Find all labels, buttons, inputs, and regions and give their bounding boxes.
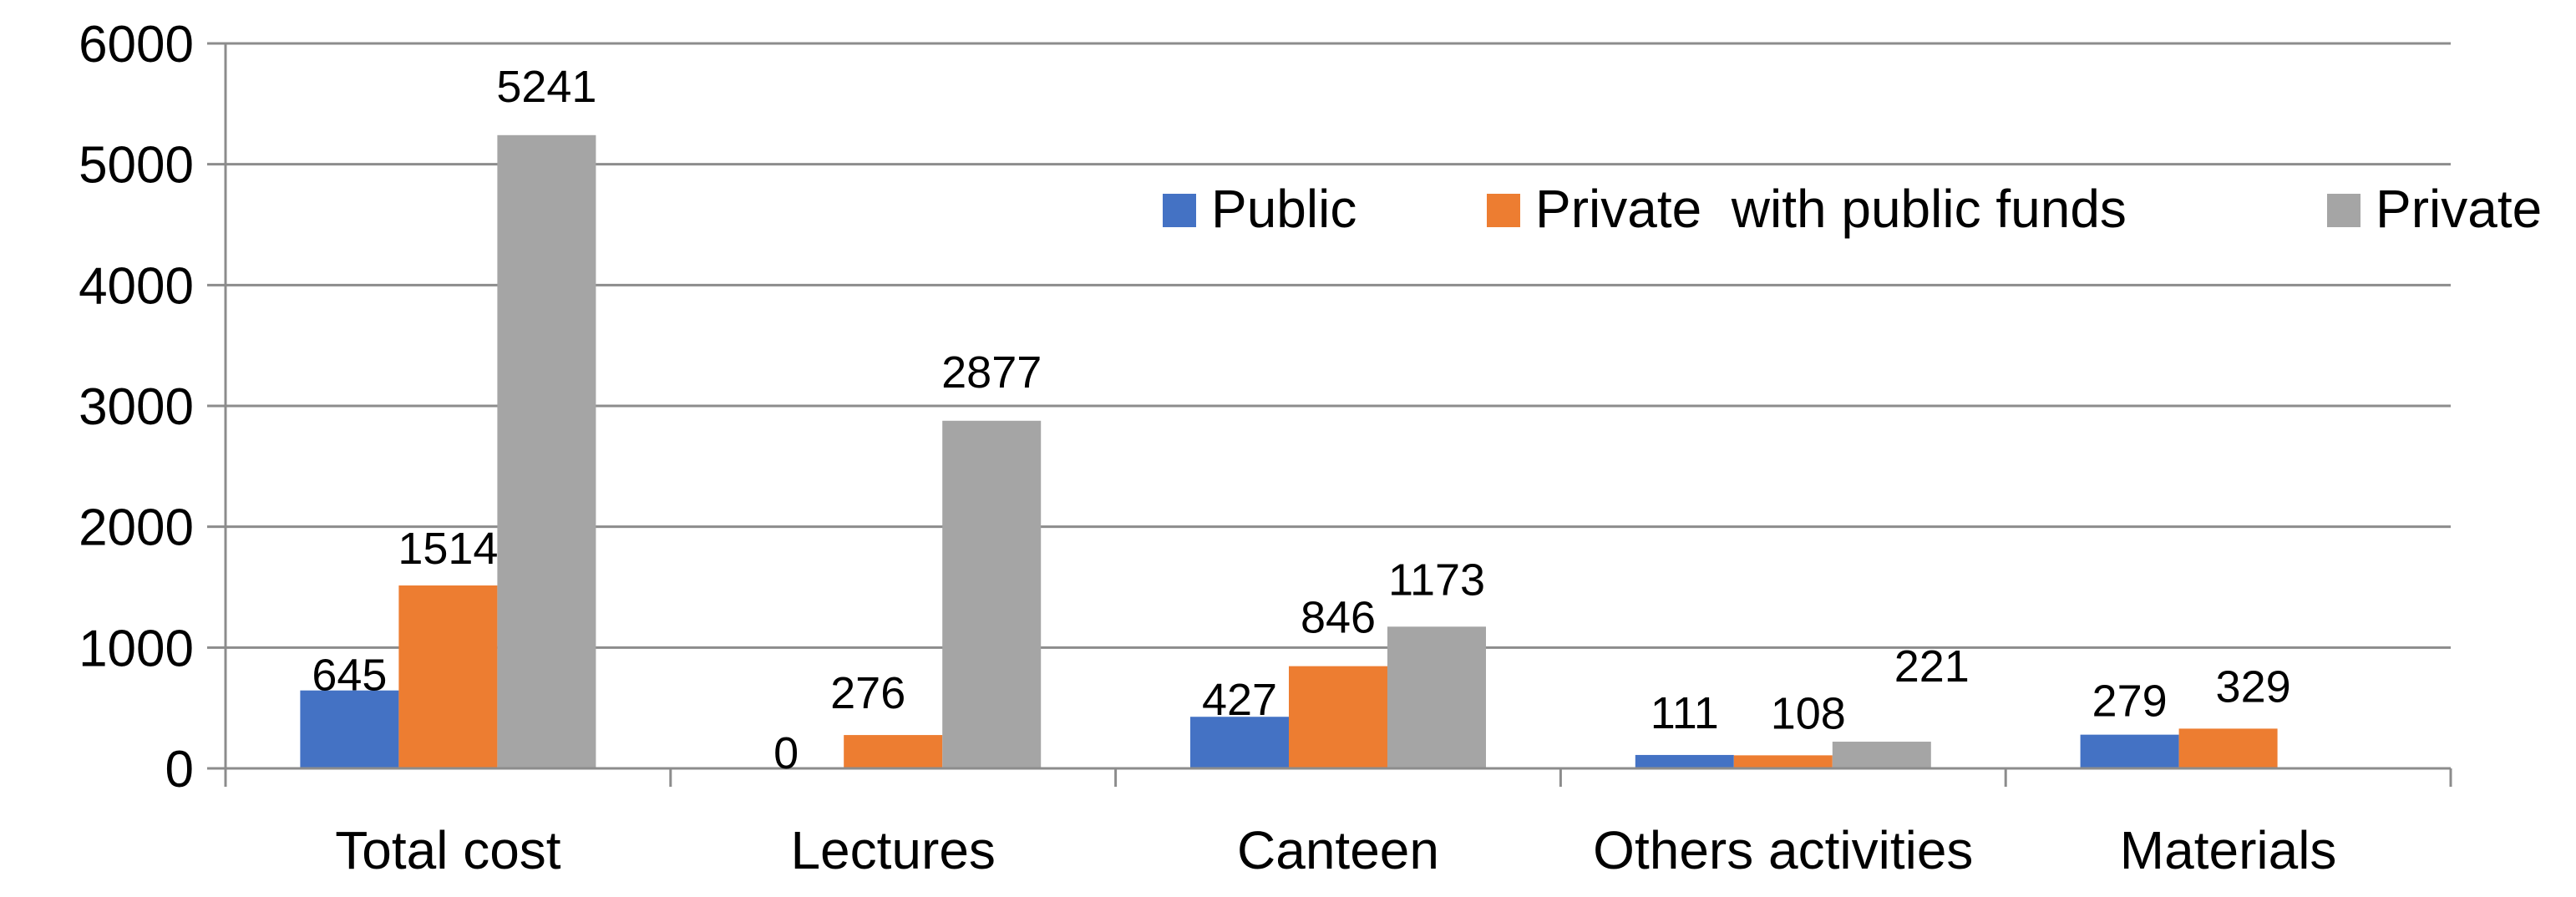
data-label: 0 [773, 728, 799, 778]
bar-private-with-public-funds-others-activities [1733, 755, 1833, 768]
y-tick-label: 0 [165, 741, 194, 798]
bars [300, 134, 2278, 768]
data-label: 427 [1202, 675, 1277, 725]
bar-private-with-public-funds-lectures [844, 735, 943, 768]
y-tick-label: 1000 [79, 620, 194, 677]
legend: Public Private with public funds Private [1163, 179, 2542, 239]
legend-label: Private [2376, 179, 2542, 239]
legend-swatch-0 [1163, 194, 1196, 227]
data-label: 276 [830, 668, 905, 718]
data-label: 1173 [1388, 555, 1485, 605]
bar-private-canteen [1387, 626, 1486, 768]
data-label: 108 [1771, 688, 1846, 738]
data-label: 5241 [496, 62, 596, 112]
bar-private-with-public-funds-total-cost [398, 585, 498, 768]
x-category-label: Total cost [335, 820, 561, 880]
x-category-label: Materials [2120, 820, 2337, 880]
bar-public-others-activities [1635, 754, 1734, 768]
legend-label: Private with public funds [1535, 179, 2127, 239]
bar-public-materials [2080, 734, 2179, 768]
y-tick-label: 5000 [79, 137, 194, 195]
bar-private-total-cost [497, 134, 596, 768]
bar-public-total-cost [300, 690, 399, 768]
legend-swatch-1 [1487, 194, 1520, 227]
data-label: 645 [312, 651, 387, 701]
x-category-label: Canteen [1237, 820, 1439, 880]
bar-private-lectures [942, 420, 1042, 768]
axes: 0 1000 2000 3000 4000 5000 6000 Total cost Lectu… [79, 16, 2452, 880]
y-tick-label: 6000 [79, 16, 194, 73]
data-label: 2877 [941, 347, 1042, 398]
x-category-label: Others activities [1593, 820, 1973, 880]
x-category-label: Lectures [790, 820, 995, 880]
data-label: 329 [2216, 661, 2291, 712]
data-label: 1514 [398, 524, 498, 574]
legend-label: Public [1211, 179, 1356, 239]
y-tick-label: 4000 [79, 257, 194, 315]
gridlines [226, 42, 2451, 649]
bar-private-others-activities [1832, 742, 1931, 768]
legend-swatch-2 [2327, 194, 2360, 227]
data-label: 111 [1651, 688, 1719, 738]
bar-private-with-public-funds-canteen [1289, 666, 1387, 768]
bar-private-with-public-funds-materials [2178, 728, 2278, 768]
y-tick-label: 3000 [79, 378, 194, 436]
data-label: 279 [2092, 677, 2168, 727]
data-label: 221 [1894, 641, 1970, 692]
y-tick-label: 2000 [79, 499, 194, 557]
bar-public-canteen [1190, 717, 1289, 768]
data-label: 846 [1301, 593, 1376, 643]
